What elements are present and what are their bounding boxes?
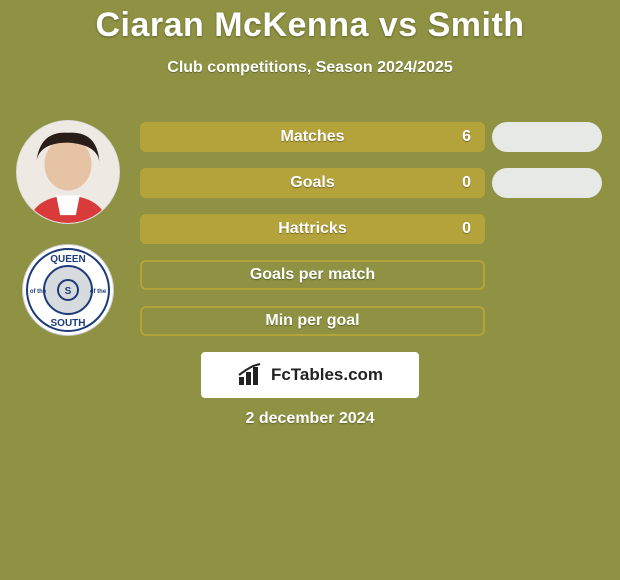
svg-text:QUEEN: QUEEN: [50, 254, 86, 265]
stat-bar: Goals0: [140, 168, 485, 198]
svg-text:of the: of the: [90, 289, 107, 295]
page-title: Ciaran McKenna vs Smith: [0, 0, 620, 45]
stat-bar: Matches6: [140, 122, 485, 152]
stat-bar-label: Matches: [140, 122, 485, 152]
stat-bar-label: Hattricks: [140, 214, 485, 244]
opponent-pill: [492, 122, 602, 152]
svg-text:of the: of the: [30, 289, 47, 295]
subtitle: Club competitions, Season 2024/2025: [0, 59, 620, 77]
brand-label: FcTables.com: [271, 365, 383, 385]
stat-bar-label: Goals per match: [140, 260, 485, 290]
player-photo: [16, 120, 120, 224]
club-badge: QUEEN of the of the SOUTH S: [22, 244, 114, 336]
opponent-pill: [492, 168, 602, 198]
svg-text:SOUTH: SOUTH: [51, 318, 86, 329]
opponent-pills: [492, 122, 602, 352]
stat-bar: Goals per match: [140, 260, 485, 290]
stat-bar-label: Min per goal: [140, 306, 485, 336]
player-column: QUEEN of the of the SOUTH S: [8, 120, 128, 336]
stat-bar: Min per goal: [140, 306, 485, 336]
brand-chart-icon: [237, 363, 265, 387]
date-line: 2 december 2024: [0, 410, 620, 428]
club-badge-icon: QUEEN of the of the SOUTH S: [25, 247, 111, 333]
stat-bar-value: 0: [462, 214, 471, 244]
stat-bar-value: 6: [462, 122, 471, 152]
stat-bar-label: Goals: [140, 168, 485, 198]
opponent-pill-empty: [492, 306, 602, 336]
stat-bars: Matches6Goals0Hattricks0Goals per matchM…: [140, 122, 485, 352]
player-avatar-icon: [17, 121, 119, 223]
stat-bar-value: 0: [462, 168, 471, 198]
opponent-pill-empty: [492, 260, 602, 290]
brand-box[interactable]: FcTables.com: [201, 352, 419, 398]
comparison-card: Ciaran McKenna vs Smith Club competition…: [0, 0, 620, 580]
opponent-pill-empty: [492, 214, 602, 244]
svg-text:S: S: [65, 286, 72, 297]
stat-bar: Hattricks0: [140, 214, 485, 244]
